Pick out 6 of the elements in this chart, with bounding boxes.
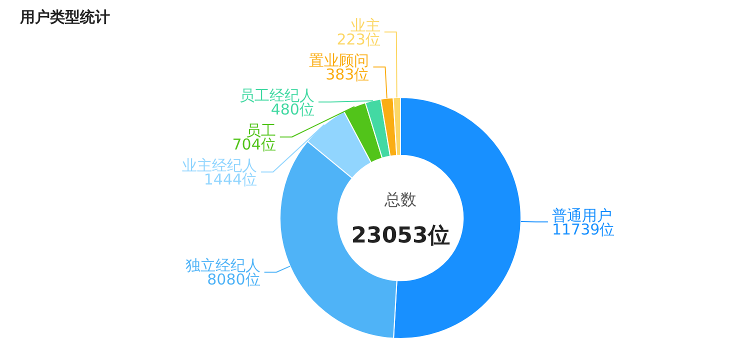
text: 总数 — [384, 190, 416, 210]
text: 23053位 — [351, 224, 450, 249]
data-label: 223位 — [336, 30, 380, 48]
slice-label: 员工经纪人 — [239, 86, 314, 104]
chart-title: 用户类型统计 — [20, 8, 110, 27]
slice-label: 业主经纪人 — [182, 156, 258, 174]
